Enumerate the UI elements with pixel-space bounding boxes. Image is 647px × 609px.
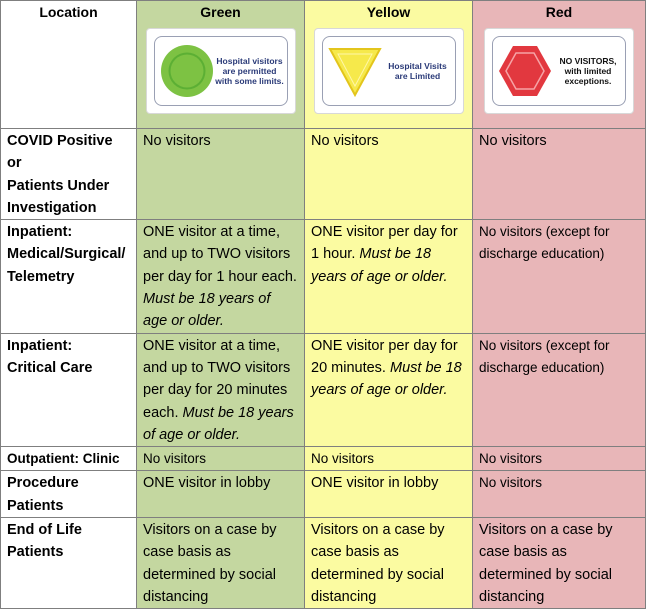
green-header: Green Hospital visitors are permitted wi…: [136, 0, 305, 129]
yellow-triangle-icon: [327, 48, 382, 98]
cell-green: ONE visitor at a time, and up to TWO vis…: [136, 332, 305, 448]
cell-red: No visitors: [472, 470, 646, 519]
red-sign-text: NO VISITORS, with limited exceptions.: [559, 56, 617, 86]
cell-green: ONE visitor at a time, and up to TWO vis…: [136, 219, 305, 334]
row-location-med-surg: Inpatient: Medical/Surgical/ Telemetry: [0, 219, 137, 334]
cell-red: No visitors (except for discharge educat…: [472, 332, 646, 448]
table-row: Inpatient: Critical Care ONE visitor at …: [0, 332, 646, 448]
yellow-header: Yellow Hospital Visits are Limited: [304, 0, 473, 129]
green-sign-text: Hospital visitors are permitted with som…: [215, 56, 284, 86]
cell-green: Visitors on a case by case basis as dete…: [136, 517, 305, 609]
red-header-label: Red: [545, 4, 573, 20]
header-row: Location Green Hospital visitors are per…: [0, 0, 646, 129]
red-header: Red NO VISITORS, with limited exceptions…: [472, 0, 646, 129]
cell-green: No visitors: [136, 127, 305, 221]
yellow-status-sign: Hospital Visits are Limited: [313, 28, 464, 114]
row-location-procedure: Procedure Patients: [0, 470, 137, 519]
cell-yellow: ONE visitor per day for 20 minutes. Must…: [304, 332, 473, 448]
cell-yellow: No visitors: [304, 127, 473, 221]
yellow-sign-text: Hospital Visits are Limited: [388, 61, 447, 81]
table-row: Inpatient: Medical/Surgical/ Telemetry O…: [0, 219, 646, 334]
cell-red: No visitors: [472, 127, 646, 221]
cell-red: No visitors: [472, 446, 646, 472]
table-row: Procedure Patients ONE visitor in lobby …: [0, 470, 646, 519]
row-location-end-of-life: End of Life Patients: [0, 517, 137, 609]
green-header-label: Green: [200, 4, 241, 20]
cell-yellow: Visitors on a case by case basis as dete…: [304, 517, 473, 609]
green-status-sign: Hospital visitors are permitted with som…: [145, 28, 296, 114]
row-location-critical-care: Inpatient: Critical Care: [0, 332, 137, 448]
cell-red: No visitors (except for discharge educat…: [472, 219, 646, 334]
cell-red: Visitors on a case by case basis as dete…: [472, 517, 646, 609]
red-status-sign: NO VISITORS, with limited exceptions.: [484, 28, 634, 114]
cell-yellow: ONE visitor per day for 1 hour. Must be …: [304, 219, 473, 334]
row-location-outpatient: Outpatient: Clinic: [0, 446, 137, 472]
cell-yellow: ONE visitor in lobby: [304, 470, 473, 519]
cell-green: No visitors: [136, 446, 305, 472]
table-row: COVID Positive or Patients Under Investi…: [0, 127, 646, 221]
cell-yellow: No visitors: [304, 446, 473, 472]
green-circle-icon: [160, 45, 213, 97]
yellow-header-label: Yellow: [366, 4, 411, 20]
row-location-covid: COVID Positive or Patients Under Investi…: [0, 127, 137, 221]
cell-green: ONE visitor in lobby: [136, 470, 305, 519]
table-row: End of Life Patients Visitors on a case …: [0, 517, 646, 609]
red-hexagon-icon: [499, 46, 551, 96]
table-row: Outpatient: Clinic No visitors No visito…: [0, 446, 646, 472]
location-header: Location: [0, 0, 137, 129]
